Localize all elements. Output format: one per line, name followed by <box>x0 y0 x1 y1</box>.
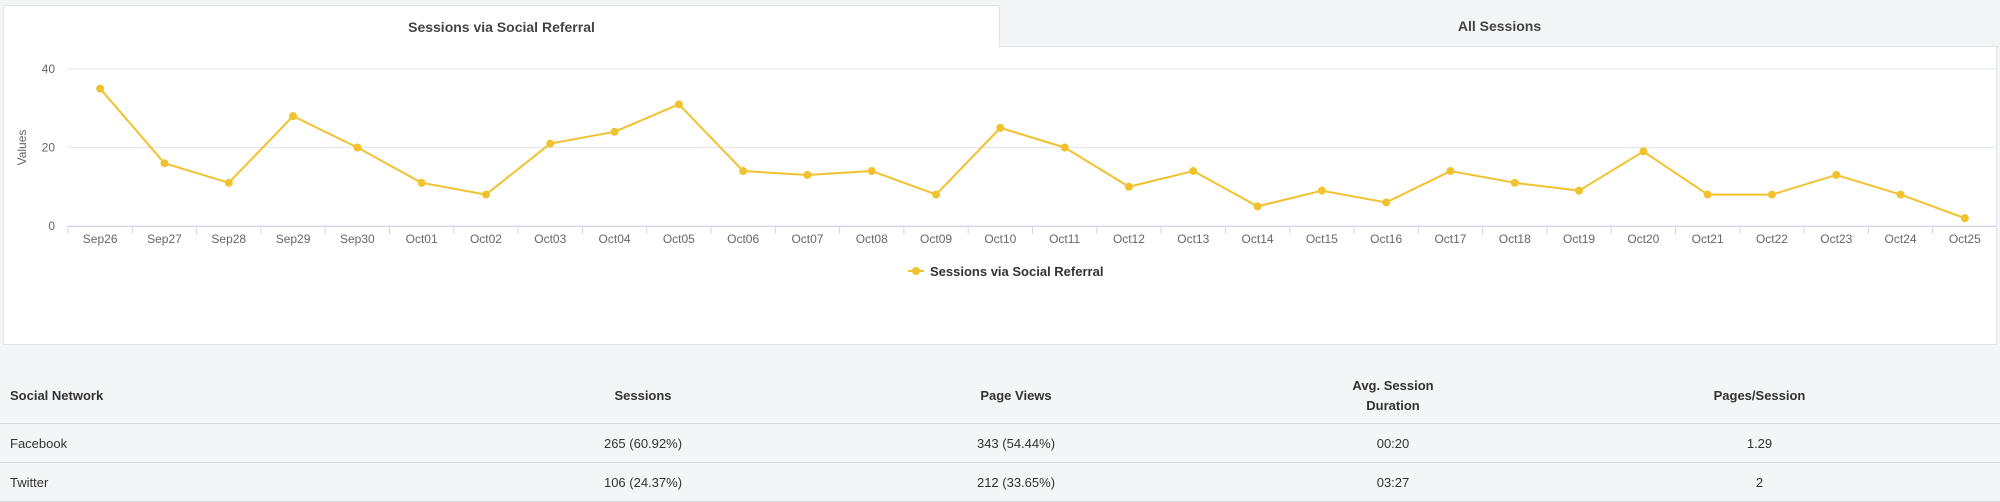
data-point <box>1575 186 1584 195</box>
y-axis-label: Values <box>15 130 29 166</box>
data-point <box>546 139 555 148</box>
data-point <box>803 170 812 179</box>
data-point <box>1382 198 1391 207</box>
data-point <box>1189 167 1198 176</box>
series-line <box>99 87 1966 220</box>
x-tick-label: Oct10 <box>984 232 1016 246</box>
x-tick-label: Oct14 <box>1242 232 1274 246</box>
social-network-table: Social Network Sessions Page Views Avg. … <box>0 369 2000 502</box>
column-header-avg-session-duration[interactable]: Avg. Session Duration <box>1267 369 1519 424</box>
x-tick-label: Sep29 <box>276 232 311 246</box>
x-tick-label: Oct24 <box>1885 232 1917 246</box>
data-point <box>1510 178 1519 187</box>
y-tick-label: 20 <box>42 141 56 155</box>
cell-page-views: 343 (54.44%) <box>765 423 1267 463</box>
line-chart: 0 20 40 Sep26 Sep27 Sep28 Sep29 Sep30 Oct01 Oct02… <box>15 62 1996 279</box>
column-header-label: Avg. Session <box>1352 378 1434 393</box>
x-tick-label: Oct05 <box>663 232 695 246</box>
legend-label[interactable]: Sessions via Social Referral <box>930 264 1103 279</box>
data-point <box>1832 170 1841 179</box>
chart-tabs: Sessions via Social Referral All Session… <box>3 5 1999 47</box>
x-tick-label: Sep30 <box>340 232 375 246</box>
data-point <box>353 143 362 152</box>
x-tick-label: Oct22 <box>1756 232 1788 246</box>
data-point <box>1896 190 1905 199</box>
data-point <box>1767 190 1776 199</box>
x-tick-label: Oct21 <box>1692 232 1724 246</box>
legend-marker <box>912 267 920 275</box>
tab-sessions-via-social-referral[interactable]: Sessions via Social Referral <box>3 5 1000 47</box>
column-header-label: Pages/Session <box>1713 388 1806 403</box>
x-tick-label: Oct16 <box>1370 232 1402 246</box>
cell-avg-session-duration: 00:20 <box>1267 423 1519 463</box>
cell-avg-session-duration: 03:27 <box>1267 462 1519 502</box>
table-row[interactable]: Facebook 265 (60.92%) 343 (54.44%) 00:20… <box>0 423 2000 463</box>
column-header-label: Page Views <box>980 388 1052 403</box>
x-tick-label: Oct18 <box>1499 232 1531 246</box>
column-header-label: Social Network <box>10 388 104 403</box>
data-point <box>1060 143 1069 152</box>
data-point <box>1124 182 1133 191</box>
column-header-pages-per-session[interactable]: Pages/Session <box>1519 369 2000 424</box>
data-point <box>867 167 876 176</box>
data-point <box>739 167 748 176</box>
column-header-label: Sessions <box>614 388 672 403</box>
data-point <box>1639 147 1648 156</box>
chart-panel: 0 20 40 Sep26 Sep27 Sep28 Sep29 Sep30 Oct01 Oct02… <box>3 46 1997 345</box>
column-header-label: Duration <box>1366 398 1420 413</box>
x-tick-label: Sep27 <box>147 232 182 246</box>
table-row[interactable]: Twitter 106 (24.37%) 212 (33.65%) 03:27 … <box>0 462 2000 502</box>
x-tick-label: Oct09 <box>920 232 952 246</box>
y-tick-label: 40 <box>42 62 56 76</box>
cell-social-network: Twitter <box>0 462 521 502</box>
x-tick-label: Sep26 <box>83 232 118 246</box>
data-point <box>996 123 1005 132</box>
data-point <box>932 190 941 199</box>
x-tick-label: Oct08 <box>856 232 888 246</box>
x-tick-label: Oct07 <box>791 232 823 246</box>
x-tick-label: Oct06 <box>727 232 759 246</box>
data-point <box>96 84 105 93</box>
cell-pages-per-session: 1.29 <box>1519 423 2000 463</box>
data-point <box>160 159 169 168</box>
x-tick-label: Oct01 <box>406 232 438 246</box>
x-tick-label: Oct15 <box>1306 232 1338 246</box>
cell-sessions: 106 (24.37%) <box>521 462 765 502</box>
x-tick-label: Oct03 <box>534 232 566 246</box>
data-point <box>1253 202 1262 211</box>
x-tick-label: Oct23 <box>1820 232 1852 246</box>
data-point <box>674 100 683 109</box>
x-tick-label: Oct13 <box>1177 232 1209 246</box>
cell-sessions: 265 (60.92%) <box>521 423 765 463</box>
cell-pages-per-session: 2 <box>1519 462 2000 502</box>
column-header-social-network[interactable]: Social Network <box>0 369 521 424</box>
data-point <box>417 178 426 187</box>
data-point <box>224 178 233 187</box>
column-header-page-views[interactable]: Page Views <box>765 369 1267 424</box>
data-point <box>481 190 490 199</box>
cell-social-network: Facebook <box>0 423 521 463</box>
x-tick-label: Oct11 <box>1049 232 1080 246</box>
data-point <box>1703 190 1712 199</box>
data-point <box>289 112 298 121</box>
data-point <box>610 127 619 136</box>
data-point <box>1446 167 1455 176</box>
data-point <box>1317 186 1326 195</box>
x-tick-label: Oct25 <box>1949 232 1981 246</box>
x-tick-label: Oct17 <box>1434 232 1466 246</box>
column-header-sessions[interactable]: Sessions <box>521 369 765 424</box>
x-tick-label: Oct04 <box>599 232 631 246</box>
x-tick-label: Oct19 <box>1563 232 1595 246</box>
data-point <box>1960 214 1969 223</box>
y-tick-label: 0 <box>48 219 55 233</box>
x-tick-label: Oct20 <box>1627 232 1659 246</box>
x-tick-label: Oct12 <box>1113 232 1145 246</box>
table-header-row: Social Network Sessions Page Views Avg. … <box>0 369 2000 424</box>
x-tick-label: Oct02 <box>470 232 502 246</box>
cell-page-views: 212 (33.65%) <box>765 462 1267 502</box>
x-tick-label: Sep28 <box>211 232 246 246</box>
tab-all-sessions[interactable]: All Sessions <box>1000 5 1999 47</box>
